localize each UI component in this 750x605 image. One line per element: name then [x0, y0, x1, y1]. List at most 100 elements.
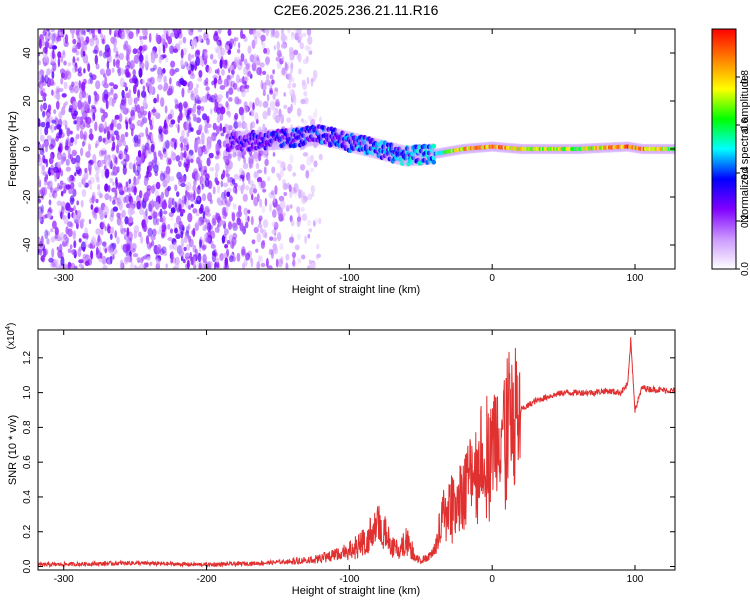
spectral-speckle	[132, 253, 139, 258]
spectral-speckle	[196, 83, 199, 88]
spectral-speckle	[76, 161, 81, 166]
spectral-speckle	[285, 262, 288, 269]
spectral-speckle	[268, 192, 274, 199]
snr-series-line	[38, 337, 675, 569]
spectral-speckle	[247, 45, 252, 54]
x-tick-label: 100	[627, 574, 644, 585]
spectral-speckle	[140, 235, 144, 244]
spectral-speckle	[111, 67, 115, 73]
spectral-speckle	[288, 184, 292, 193]
spectral-speckle	[187, 87, 191, 94]
spectral-speckle	[250, 108, 255, 117]
spectral-speckle	[50, 59, 55, 66]
spectral-speckle	[186, 115, 191, 122]
spectral-speckle	[226, 75, 232, 80]
spectral-speckle	[100, 147, 107, 157]
spectral-speckle	[291, 76, 295, 83]
spectral-speckle	[262, 29, 266, 34]
spectral-speckle	[180, 48, 184, 59]
spectral-speckle	[287, 29, 291, 34]
spectral-speckle	[124, 216, 129, 225]
spectral-speckle	[245, 185, 250, 191]
spectral-speckle	[214, 261, 218, 268]
spectral-speckle	[275, 258, 279, 268]
spectral-speckle	[306, 45, 312, 54]
spectral-speckle	[58, 87, 64, 93]
spectral-speckle	[206, 157, 211, 167]
spectral-speckle	[80, 29, 83, 36]
spectral-speckle	[221, 199, 227, 206]
spectral-speckle	[212, 59, 218, 65]
spectral-speckle	[178, 40, 183, 46]
spectral-speckle	[48, 199, 52, 206]
spectral-speckle	[140, 154, 144, 162]
spectral-speckle	[184, 252, 190, 258]
spectral-speckle	[301, 79, 306, 86]
spectral-speckle	[99, 32, 103, 38]
spectral-speckle	[241, 246, 246, 256]
spectral-speckle	[191, 54, 195, 59]
spectral-speckle	[123, 227, 127, 233]
spectral-speckle	[224, 59, 228, 66]
spectral-speckle	[207, 192, 213, 202]
spectral-speckle	[203, 31, 209, 41]
spectral-speckle	[113, 45, 117, 53]
spectral-speckle	[255, 248, 259, 253]
spectral-speckle	[133, 225, 140, 234]
spectral-speckle	[206, 262, 212, 268]
spectral-speckle	[59, 180, 64, 186]
spectral-speckle	[229, 64, 235, 71]
spectral-speckle	[68, 188, 73, 195]
spectral-speckle	[139, 35, 142, 41]
spectral-speckle	[82, 44, 88, 51]
spectral-speckle	[206, 38, 210, 46]
spectral-speckle	[223, 252, 228, 259]
spectral-speckle	[173, 48, 179, 53]
spectral-speckle	[289, 204, 293, 209]
spectral-speckle	[170, 251, 174, 261]
spectral-speckle	[225, 90, 229, 99]
spectral-speckle	[113, 58, 116, 67]
spectral-speckle	[70, 137, 75, 143]
spectral-speckle	[163, 129, 169, 135]
spectrogram-y-axis: -40 -20 0 20 40	[22, 47, 675, 252]
spectral-speckle	[304, 45, 310, 51]
spectral-speckle	[273, 246, 278, 255]
spectral-speckle	[199, 239, 202, 248]
spectral-speckle	[186, 131, 190, 138]
spectral-speckle	[153, 151, 157, 160]
colorbar-tick-label: 0.8	[740, 70, 750, 84]
spectral-speckle	[52, 61, 57, 72]
spectral-speckle	[192, 253, 199, 259]
spectral-speckle	[103, 205, 109, 216]
spectral-speckle	[253, 56, 259, 64]
spectral-speckle	[274, 31, 277, 39]
spectral-speckle	[83, 29, 86, 36]
y-tick-label: 1.2	[22, 350, 33, 364]
spectral-speckle	[173, 48, 179, 53]
spectral-speckle	[50, 138, 56, 149]
spectral-speckle	[290, 103, 293, 112]
spectral-speckle	[231, 240, 235, 250]
spectral-speckle	[195, 49, 201, 56]
spectral-speckle	[116, 59, 120, 65]
spectral-speckle	[66, 176, 72, 182]
spectral-speckle	[60, 201, 66, 211]
spectral-speckle	[138, 67, 143, 78]
spectral-speckle	[179, 142, 184, 148]
spectral-speckle	[204, 81, 209, 87]
spectral-speckle	[114, 114, 120, 120]
spectral-speckle	[290, 219, 295, 227]
spectral-speckle	[162, 148, 167, 155]
spectral-speckle	[241, 34, 246, 39]
spectral-speckle	[208, 152, 214, 159]
spectral-speckle	[214, 47, 220, 52]
spectral-speckle	[101, 150, 105, 155]
spectral-speckle	[234, 58, 238, 67]
spectral-speckle	[74, 136, 78, 145]
spectral-speckle	[210, 261, 213, 268]
spectral-speckle	[232, 186, 238, 194]
spectral-speckle	[228, 87, 234, 96]
spectral-speckle	[150, 67, 155, 72]
spectral-speckle	[255, 118, 259, 125]
